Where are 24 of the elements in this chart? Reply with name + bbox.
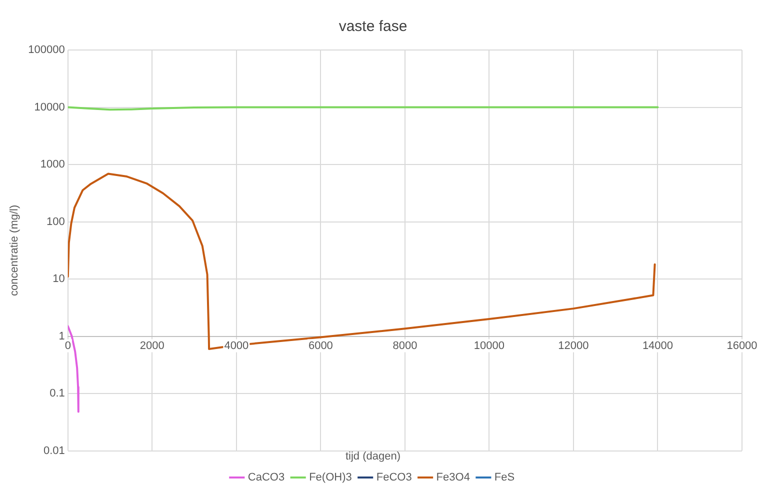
chart-title: vaste fase <box>338 18 408 36</box>
x-tick-label: 2000 <box>140 340 164 352</box>
y-tick-label: 10000 <box>34 101 65 114</box>
x-tick-label: 0 <box>64 340 71 352</box>
legend-label: CaCO3 <box>248 472 285 484</box>
legend-label: FeCO3 <box>376 472 412 484</box>
x-tick-label: 16000 <box>726 340 758 352</box>
y-tick-label: 10 <box>52 273 65 286</box>
x-tick-label: 10000 <box>474 340 505 352</box>
y-tick-label: 1 <box>58 330 65 342</box>
y-tick-label: 0.01 <box>43 444 65 457</box>
x-tick-label: 12000 <box>558 340 589 352</box>
x-tick-label: 6000 <box>308 340 333 352</box>
x-tick-label: 14000 <box>642 340 674 352</box>
y-tick-label: 0.1 <box>50 388 65 400</box>
legend-label: Fe3O4 <box>436 472 470 484</box>
y-tick-label: 100 <box>46 216 65 228</box>
y-tick-label: 1000 <box>40 158 65 171</box>
y-axis-title: concentratie (mg/l) <box>8 204 21 296</box>
legend-label: FeS <box>494 472 515 484</box>
x-tick-label: 8000 <box>392 340 418 352</box>
x-axis-title: tijd (dagen) <box>345 450 401 462</box>
y-tick-label: 100000 <box>28 44 65 56</box>
legend-label: Fe(OH)3 <box>309 472 352 484</box>
